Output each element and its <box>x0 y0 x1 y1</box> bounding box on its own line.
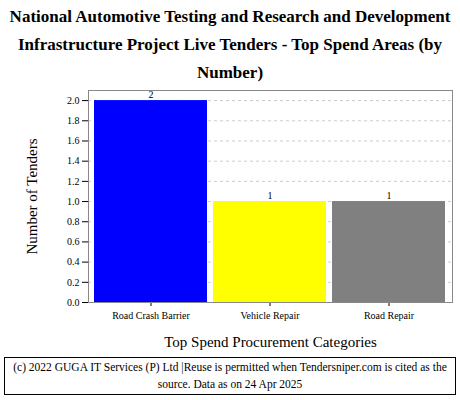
html-text:National Automotive Testing an: National Automotive Testing and Research… <box>9 7 451 82</box>
svg-text:Road Crash Barrier: Road Crash Barrier <box>112 310 190 321</box>
svg-text:1.6: 1.6 <box>67 135 80 146</box>
svg-text:0.4: 0.4 <box>67 256 80 267</box>
svg-text:Road Repair: Road Repair <box>364 310 415 321</box>
svg-text:Number of Tenders: Number of Tenders <box>24 138 40 254</box>
svg-text:1.2: 1.2 <box>67 176 80 187</box>
svg-text:1.4: 1.4 <box>67 155 80 166</box>
svg-text:0.0: 0.0 <box>67 297 80 308</box>
svg-text:1: 1 <box>387 190 392 201</box>
svg-text:1.8: 1.8 <box>67 115 80 126</box>
svg-text:0.8: 0.8 <box>67 216 80 227</box>
svg-text:2.0: 2.0 <box>67 95 80 106</box>
svg-text:1: 1 <box>268 190 273 201</box>
svg-text:Vehicle Repair: Vehicle Repair <box>240 310 300 321</box>
html-text:(c) 2022 GUGA IT Services (P): (c) 2022 GUGA IT Services (P) Ltd |Reuse… <box>13 361 447 390</box>
svg-text:2: 2 <box>148 88 154 100</box>
svg-text:0.6: 0.6 <box>67 236 80 247</box>
svg-text:1.0: 1.0 <box>67 196 80 207</box>
svg-text:Top Spend Procurement Categori: Top Spend Procurement Categories <box>164 334 377 350</box>
svg-text:0.2: 0.2 <box>67 277 80 288</box>
